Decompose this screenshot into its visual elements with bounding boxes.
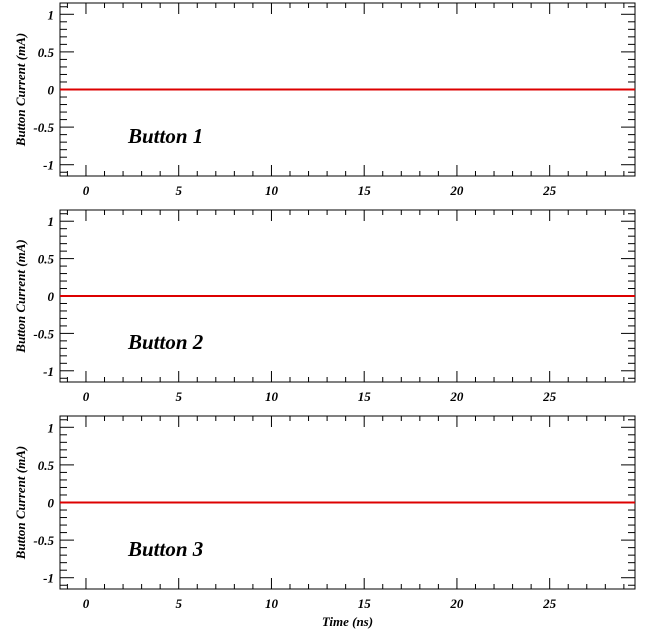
- chart-panel-2: 0 5 10 15 20 25 1 0.5 0 -0.5 -1 Button Current (mA)…: [13, 209, 636, 404]
- panel-annotation: Button 2: [127, 330, 204, 354]
- x-tick-label: 0: [83, 183, 90, 198]
- y-tick-label: 0: [48, 496, 55, 511]
- y-tick-label: 0: [48, 83, 55, 98]
- y-tick-label: 0: [48, 289, 55, 304]
- x-tick-label: 25: [542, 389, 557, 404]
- x-tick-label: 20: [449, 596, 464, 611]
- y-tick-label: 0.5: [38, 45, 55, 60]
- y-axis-title: Button Current (mA): [13, 33, 28, 147]
- y-tick-label: -0.5: [33, 326, 54, 341]
- panel-annotation: Button 3: [127, 537, 203, 561]
- y-tick-label: 0.5: [38, 458, 55, 473]
- x-tick-label: 25: [542, 183, 557, 198]
- x-tick-label: 20: [449, 389, 464, 404]
- y-tick-label: -1: [43, 571, 54, 586]
- y-tick-label: -0.5: [33, 533, 54, 548]
- x-tick-label: 15: [358, 389, 372, 404]
- x-tick-label: 15: [358, 183, 372, 198]
- x-tick-label: 5: [175, 596, 182, 611]
- y-tick-label: -0.5: [33, 120, 54, 135]
- x-tick-label: 10: [265, 183, 279, 198]
- y-axis-title: Button Current (mA): [13, 239, 28, 353]
- y-axis-title: Button Current (mA): [13, 446, 28, 560]
- y-tick-label: -1: [43, 158, 54, 173]
- panel-annotation: Button 1: [127, 124, 203, 148]
- x-tick-label: 0: [83, 596, 90, 611]
- x-tick-label: 5: [175, 183, 182, 198]
- x-tick-label: 20: [449, 183, 464, 198]
- chart-panel-1: 0 5 10 15 20 25 1 0.5 0 -0.5 -1 Button Current (mA)…: [13, 2, 636, 198]
- x-tick-label: 5: [175, 389, 182, 404]
- x-tick-label: 10: [265, 596, 279, 611]
- y-tick-label: 0.5: [38, 252, 55, 267]
- x-tick-label: 25: [542, 596, 557, 611]
- y-tick-label: 1: [48, 214, 55, 229]
- y-tick-label: 1: [48, 420, 55, 435]
- y-tick-label: 1: [48, 7, 55, 22]
- chart-panel-3: 0 5 10 15 20 25 1 0.5 0 -0.5 -1 Button Current (mA)…: [13, 415, 636, 629]
- x-tick-label: 15: [358, 596, 372, 611]
- x-axis-title: Time (ns): [322, 614, 373, 629]
- x-tick-label: 0: [83, 389, 90, 404]
- y-tick-label: -1: [43, 364, 54, 379]
- x-tick-label: 10: [265, 389, 279, 404]
